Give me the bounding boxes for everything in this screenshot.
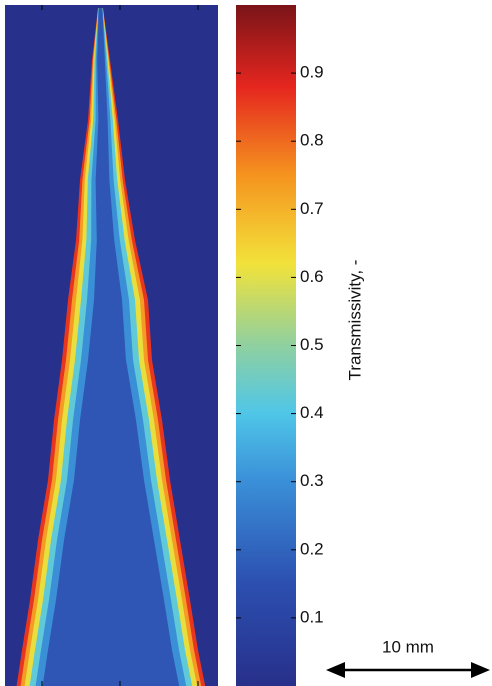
colorbar-tick-label: 0.9 [300, 63, 324, 82]
scale-bar-label: 10 mm [382, 637, 434, 656]
transmissivity-image [5, 5, 218, 686]
colorbar-tick-label: 0.7 [300, 199, 324, 218]
colorbar-tick-label: 0.1 [300, 607, 324, 626]
scale-bar: 10 mm [326, 637, 490, 678]
colorbar-tick-label: 0.2 [300, 539, 324, 558]
plume-layer [42, 8, 180, 686]
colorbar [236, 5, 296, 686]
colorbar-tick-label: 0.4 [300, 403, 324, 422]
colorbar-label: Transmissivity, - [345, 260, 364, 381]
scale-bar-arrow [471, 662, 490, 678]
colorbar-tick-label: 0.8 [300, 131, 324, 150]
scale-bar-arrow [326, 662, 345, 678]
colorbar-tick-label: 0.3 [300, 471, 324, 490]
colorbar-tick-label: 0.5 [300, 335, 324, 354]
colorbar-tick-label: 0.6 [300, 267, 324, 286]
